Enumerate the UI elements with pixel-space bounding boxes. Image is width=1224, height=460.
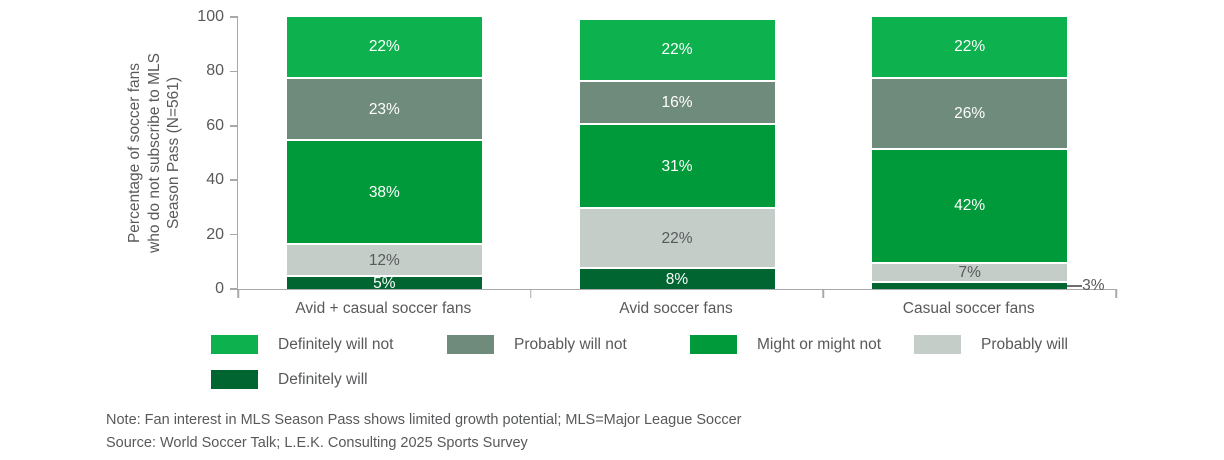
- source-line: Source: World Soccer Talk; L.E.K. Consul…: [106, 435, 528, 451]
- legend-item: Might or might not: [690, 335, 914, 354]
- y-tick-label: 40: [206, 171, 224, 189]
- bar-segment: 26%: [872, 76, 1068, 148]
- legend-label: Probably will not: [514, 335, 627, 353]
- legend-label: Definitely will not: [278, 335, 394, 353]
- bar-segment-label: 5%: [373, 274, 396, 292]
- bar-group: 22% 26% 42% 7% 3%: [823, 17, 1116, 294]
- bar-segment-label: 31%: [661, 157, 693, 175]
- bar-segment-label: 42%: [954, 197, 986, 215]
- bar-segment: 3%: [872, 277, 1105, 294]
- x-tick-mark: [1115, 289, 1117, 298]
- y-tick: 20: [182, 226, 238, 244]
- bar-segment-label: 26%: [954, 104, 986, 122]
- bar-segment-label: 23%: [368, 100, 400, 118]
- x-tick-mark: [822, 289, 825, 298]
- bar-segment-label: 22%: [368, 38, 400, 56]
- bar-segment-label: 3%: [1082, 276, 1105, 294]
- bar-segment: 22%: [579, 19, 775, 80]
- bar-segment-label: 38%: [368, 183, 400, 201]
- y-axis-title: Percentage of soccer fans who do not sub…: [126, 53, 182, 253]
- stacked-bar: 22% 16% 31% 22% 8%: [579, 17, 775, 289]
- stacked-bar: 22% 26% 42% 7% 3%: [872, 17, 1105, 294]
- x-category-label: Avid + casual soccer fans: [295, 300, 472, 317]
- bar-segment: 22%: [872, 17, 1068, 77]
- x-category-label: Avid soccer fans: [619, 300, 733, 317]
- y-tick: 100: [182, 8, 238, 26]
- bar-segment-label: 22%: [954, 38, 986, 56]
- legend: Definitely will not Probably will not Migh…: [211, 335, 1068, 389]
- legend-label: Might or might not: [757, 335, 882, 353]
- bar-segment: 23%: [286, 76, 482, 140]
- legend-label: Definitely will: [278, 370, 368, 388]
- y-tick-label: 20: [206, 225, 224, 243]
- callout-dash: [1067, 284, 1083, 287]
- y-tick-label: 0: [215, 280, 224, 297]
- bar-segment: 16%: [579, 79, 775, 124]
- y-tick-mark: [230, 70, 238, 73]
- y-tick-mark: [230, 179, 238, 181]
- legend-swatch: [211, 370, 258, 389]
- legend-swatch: [211, 335, 258, 354]
- legend-item: Definitely will not: [211, 335, 447, 354]
- bars-row: 22% 23% 38% 12% 5% 22% 16% 31% 22% 8% 22% 26% 42% 7% 3…: [238, 17, 1116, 294]
- bar-segment: 31%: [579, 123, 775, 208]
- note-line: Note: Fan interest in MLS Season Pass sh…: [106, 412, 742, 428]
- x-tick-mark: [237, 289, 239, 298]
- plot-area: 0 20 40 60 80 100 22% 23% 38% 12% 5% 22% 16% 31% 22% 8…: [197, 8, 1117, 298]
- y-tick: 80: [182, 62, 238, 80]
- y-tick-label: 80: [206, 62, 224, 80]
- y-tick-label: 60: [206, 116, 224, 134]
- x-category-label: Casual soccer fans: [902, 300, 1035, 317]
- legend-item: Probably will not: [447, 335, 690, 354]
- legend-swatch: [914, 335, 961, 354]
- y-tick: 40: [182, 171, 238, 189]
- bar-segment: 12%: [286, 242, 482, 276]
- bar-segment-label: 7%: [958, 263, 981, 281]
- bar-segment-callout: 3%: [1067, 276, 1105, 295]
- bar-segment: 42%: [872, 147, 1068, 262]
- stacked-bar: 22% 23% 38% 12% 5%: [286, 17, 482, 292]
- y-tick-mark: [230, 233, 238, 236]
- legend-label: Probably will: [981, 335, 1069, 353]
- footnotes: Note: Fan interest in MLS Season Pass sh…: [106, 409, 742, 455]
- bar-group: 22% 16% 31% 22% 8%: [531, 17, 824, 289]
- legend-item: Definitely will: [211, 370, 447, 389]
- y-tick-label: 100: [197, 8, 224, 25]
- y-tick: 0: [182, 280, 238, 298]
- x-tick-mark: [529, 289, 532, 298]
- y-tick: 60: [182, 117, 238, 135]
- bar-segment: 22%: [579, 207, 775, 268]
- x-labels: Avid + casual soccer fans Avid soccer fan…: [237, 300, 1115, 318]
- bar-segment: 5%: [286, 274, 482, 292]
- x-ticks: [237, 289, 1117, 298]
- bar-segment: 22%: [286, 17, 482, 77]
- bar-segment-label: 8%: [665, 270, 689, 288]
- bar-segment-label: 12%: [368, 251, 400, 269]
- bar-group: 22% 23% 38% 12% 5%: [238, 17, 531, 292]
- legend-swatch: [447, 335, 494, 354]
- bar-segment-label: 22%: [661, 41, 693, 59]
- legend-swatch: [690, 335, 737, 354]
- bar-segment: 38%: [286, 139, 482, 243]
- y-tick-mark: [230, 125, 238, 127]
- bar-segment: 8%: [579, 267, 775, 289]
- bar-segment-label: 22%: [661, 229, 693, 247]
- legend-item: Probably will: [914, 335, 1068, 354]
- y-tick-mark: [230, 288, 238, 290]
- y-tick-mark: [230, 16, 238, 18]
- bar-segment-label: 16%: [661, 93, 693, 111]
- bar-segment: 7%: [872, 261, 1068, 281]
